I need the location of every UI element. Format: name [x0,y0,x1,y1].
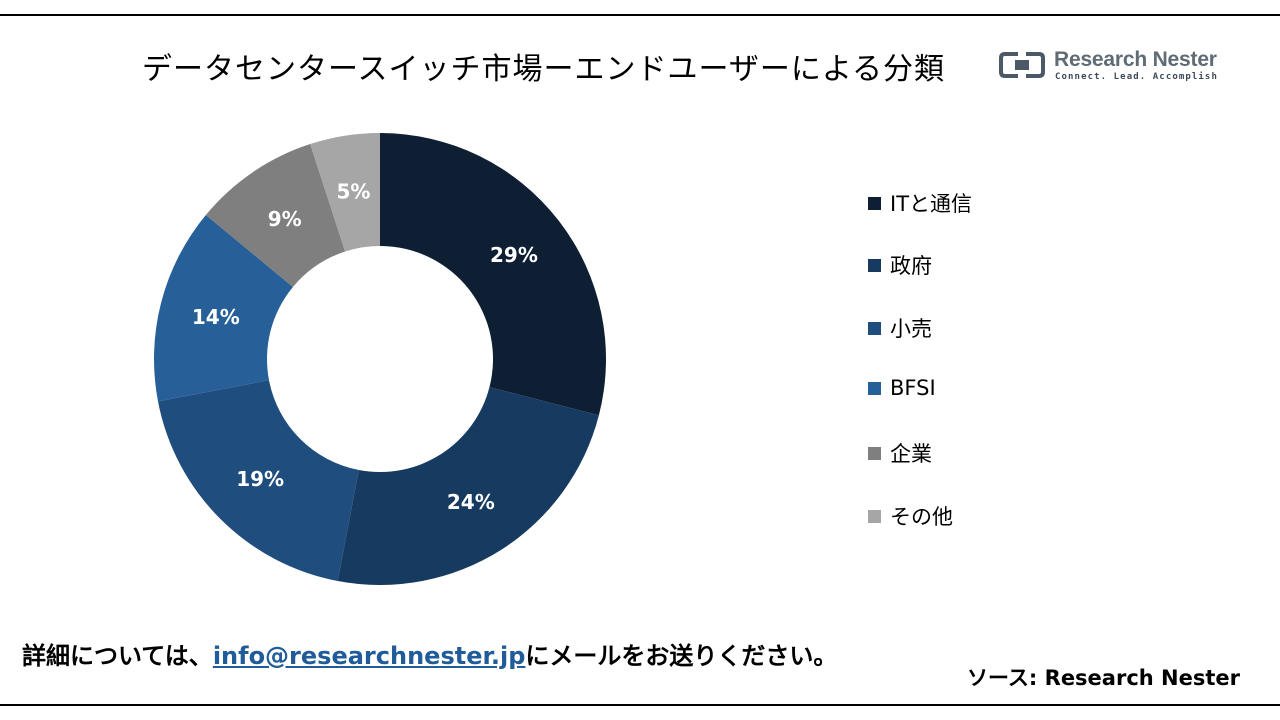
donut-slice [154,214,293,402]
top-rule [0,14,1280,16]
contact-suffix: にメールをお送りください。 [525,642,838,670]
legend-label: 小売 [890,317,932,341]
legend-label: その他 [890,505,953,529]
legend-item: BFSI [868,376,936,400]
donut-slice [158,380,359,581]
legend-swatch [868,258,881,272]
legend-swatch [868,446,881,460]
legend-item: 企業 [868,438,932,468]
slice-data-label: 19% [236,467,284,491]
chart-title: データセンタースイッチ市場ーエンドユーザーによる分類 [142,52,945,87]
slice-data-label: 5% [336,180,370,204]
legend-swatch [868,196,881,210]
donut-slice [337,387,599,585]
contact-note: 詳細については、info@researchnester.jpにメールをお送りくだ… [22,636,837,671]
legend-item: 政府 [868,250,932,280]
legend-label: ITと通信 [890,192,973,216]
slice-data-label: 29% [490,243,538,267]
legend-label: 企業 [890,442,932,466]
slice-data-label: 14% [192,305,240,329]
bottom-rule [0,704,1280,706]
legend-swatch [868,381,881,395]
contact-prefix: 詳細については、 [22,642,213,670]
legend-swatch [868,509,881,523]
logo-tagline: Connect. Lead. Accomplish [1055,72,1218,82]
slice-data-label: 24% [447,490,495,514]
logo-icon [999,52,1045,78]
logo-name: Research Nester [1054,48,1217,71]
slice-data-label: 9% [268,207,302,231]
research-nester-logo: Research Nester Connect. Lead. Accomplis… [998,48,1238,88]
donut-slice [205,144,346,287]
donut-slice [310,133,380,252]
legend-label: 政府 [890,254,932,278]
legend-label: BFSI [890,376,936,400]
legend-swatch [868,321,881,335]
donut-slice [380,133,606,416]
source-credit: ソース: Research Nester [966,666,1240,690]
legend-item: 小売 [868,313,932,343]
legend-item: ITと通信 [868,188,972,218]
contact-email-link[interactable]: info@researchnester.jp [212,642,526,670]
legend-item: その他 [868,501,953,531]
